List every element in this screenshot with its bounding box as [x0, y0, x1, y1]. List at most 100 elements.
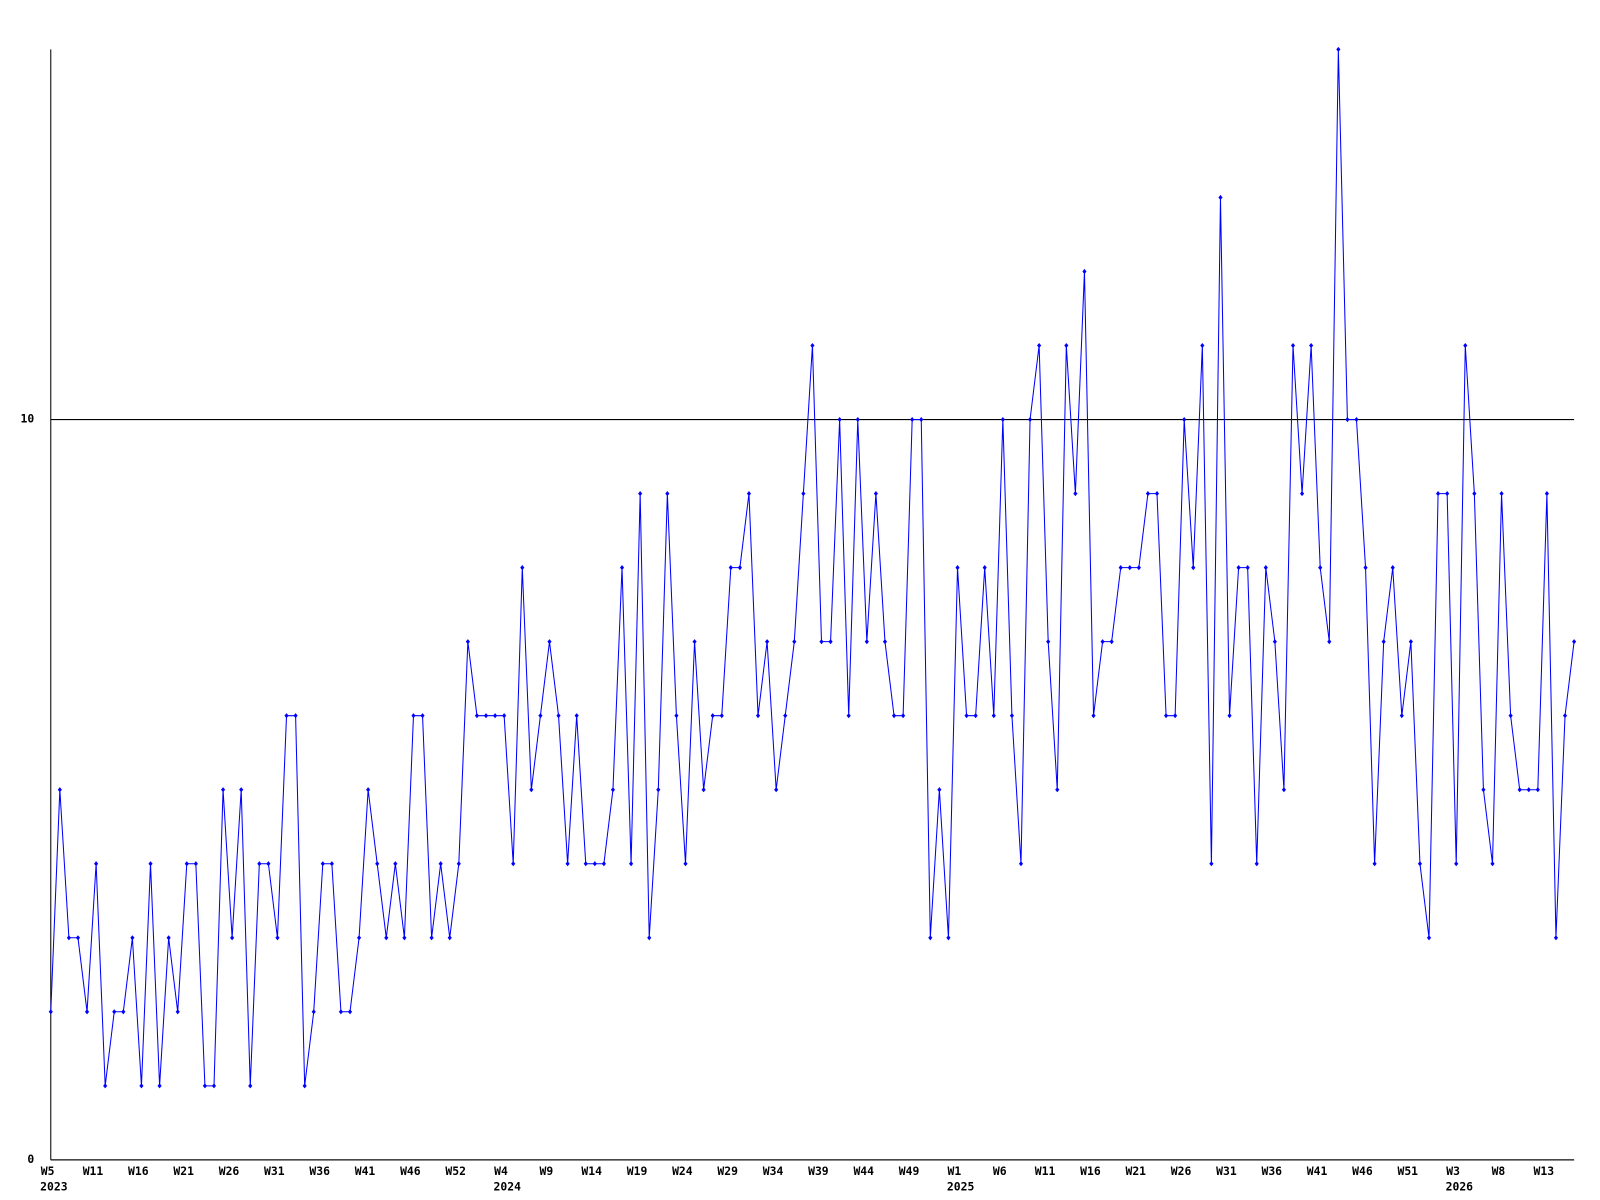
data-point: [1182, 416, 1187, 423]
x-tick-label: W3: [1446, 1164, 1460, 1178]
data-point: [946, 935, 951, 941]
data-point: [855, 416, 860, 423]
data-point: [1399, 713, 1404, 719]
data-point: [293, 713, 298, 719]
data-point: [502, 713, 507, 719]
data-point: [1209, 861, 1214, 867]
data-point: [1200, 342, 1205, 349]
x-tick-label: W13: [1533, 1164, 1554, 1178]
data-point: [574, 713, 579, 719]
data-point: [1191, 565, 1196, 571]
data-point: [891, 713, 897, 719]
data-point: [202, 1083, 207, 1089]
data-point: [1309, 342, 1314, 349]
y-tick-label: 0: [27, 1152, 34, 1166]
data-point: [1154, 491, 1160, 497]
data-point: [1426, 935, 1432, 941]
data-point: [1218, 194, 1223, 201]
x-tick-label: W44: [853, 1164, 874, 1178]
data-point: [393, 861, 398, 867]
data-point: [447, 935, 452, 941]
data-point: [837, 416, 842, 423]
x-tick-label: W36: [309, 1164, 330, 1178]
data-point: [801, 491, 806, 497]
data-point: [746, 491, 752, 497]
data-point: [964, 713, 969, 719]
data-point: [1073, 491, 1078, 497]
x-year-label: 2024: [494, 1180, 522, 1194]
data-point: [1508, 713, 1513, 719]
data-point: [955, 565, 960, 571]
data-point: [1082, 268, 1087, 275]
data-point: [656, 787, 661, 793]
data-point: [1127, 565, 1132, 571]
data-point: [220, 787, 226, 793]
x-tick-label: W49: [899, 1164, 920, 1178]
data-point: [819, 639, 824, 645]
data-point: [1535, 787, 1540, 793]
x-tick-label: W34: [763, 1164, 784, 1178]
data-point: [1417, 861, 1423, 867]
data-point: [329, 861, 334, 867]
data-point: [701, 787, 706, 793]
data-point: [1318, 565, 1323, 571]
x-tick-label: W16: [128, 1164, 149, 1178]
data-point: [48, 1009, 53, 1015]
data-point: [1136, 565, 1141, 571]
data-point: [57, 787, 62, 793]
x-tick-label: W4: [494, 1164, 508, 1178]
data-point: [882, 639, 888, 645]
data-point: [193, 861, 198, 867]
x-tick-label: W5: [41, 1164, 55, 1178]
data-point: [629, 861, 634, 867]
data-point: [1499, 491, 1504, 497]
data-point: [991, 713, 996, 719]
data-point: [75, 935, 81, 941]
data-point: [175, 1009, 180, 1015]
x-tick-label: W11: [83, 1164, 104, 1178]
data-point: [266, 861, 271, 867]
data-point: [1000, 416, 1005, 423]
x-tick-label: W6: [993, 1164, 1007, 1178]
data-point: [1245, 565, 1250, 571]
data-point: [828, 639, 833, 645]
data-point: [130, 935, 135, 941]
data-point: [810, 342, 815, 349]
data-point: [1472, 491, 1477, 497]
data-point: [592, 861, 597, 867]
data-point: [665, 491, 670, 497]
data-point: [973, 713, 978, 719]
data-point: [1454, 861, 1459, 867]
data-point: [728, 565, 733, 571]
data-point: [737, 565, 742, 571]
data-point: [1345, 416, 1350, 423]
data-point: [1327, 639, 1332, 645]
data-point: [719, 713, 724, 719]
data-point: [1336, 46, 1341, 52]
data-point: [1173, 713, 1178, 719]
data-point: [456, 861, 461, 867]
data-point: [1463, 342, 1468, 349]
data-point: [1018, 861, 1024, 867]
data-point: [230, 935, 235, 941]
data-point: [1091, 713, 1096, 719]
data-point: [1163, 713, 1169, 719]
data-point: [1300, 491, 1305, 497]
data-point: [919, 416, 924, 423]
data-point: [674, 713, 679, 719]
x-tick-label: W19: [627, 1164, 648, 1178]
data-point: [356, 935, 362, 941]
data-point: [610, 787, 616, 793]
data-point: [366, 787, 371, 793]
data-point: [529, 787, 534, 793]
data-point: [765, 639, 770, 645]
data-point: [257, 861, 262, 867]
x-tick-label: W51: [1397, 1164, 1418, 1178]
data-point: [1272, 639, 1277, 645]
data-line: [50, 49, 1575, 1087]
x-year-label: 2023: [40, 1180, 68, 1194]
data-point: [1553, 935, 1559, 941]
data-point: [1145, 491, 1150, 497]
data-point: [1064, 342, 1069, 349]
x-tick-label: W26: [1171, 1164, 1192, 1178]
